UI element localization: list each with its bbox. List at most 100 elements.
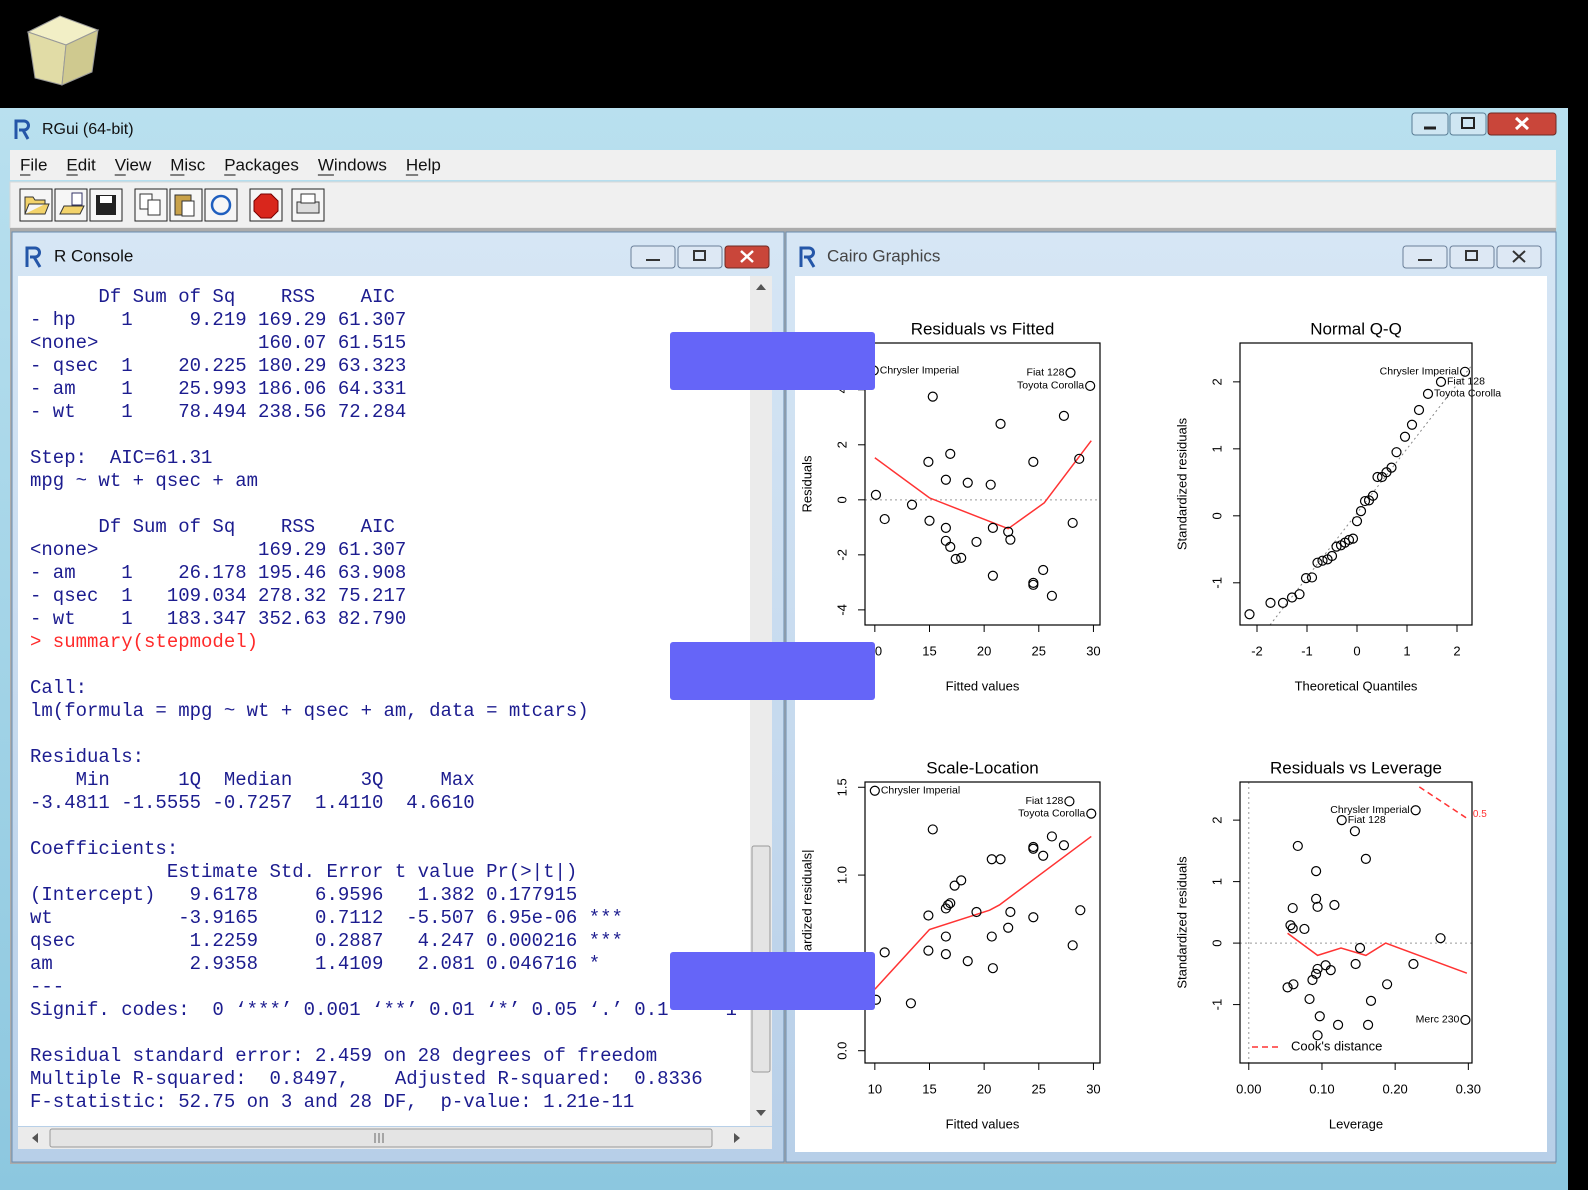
y-tick-label: 2 [1209,817,1224,824]
point [1312,901,1323,912]
legend-label: Cook's distance [1291,1038,1382,1053]
point [869,785,880,796]
point [940,474,951,485]
point [924,515,935,526]
console-line: Signif. codes: 0 ‘***’ 0.001 ‘**’ 0.01 ‘… [30,999,737,1021]
point [1435,933,1446,944]
console-line: Df Sum of Sq RSS AIC [30,286,395,308]
point [879,947,890,958]
maximize-button[interactable] [1449,112,1487,136]
console-line: qsec 1.2259 0.2887 4.247 0.000216 *** [30,930,623,952]
graphics-title: Cairo Graphics [827,246,940,265]
menu-item[interactable]: Packages [224,155,299,174]
point [987,570,998,581]
scroll-thumb[interactable] [49,1128,713,1148]
console-line: Residual standard error: 2.459 on 28 deg… [30,1045,657,1067]
point [971,536,982,548]
console-title: R Console [54,246,133,265]
cooks-label: 0.5 [1473,809,1487,820]
point-label: Fiat 128 [1447,376,1485,388]
point [986,931,997,942]
point [945,448,956,459]
refresh-button[interactable] [204,188,238,222]
console-line: Multiple R-squared: 0.8497, Adjusted R-s… [30,1068,714,1090]
y-tick-label: -1 [1209,577,1224,589]
console-line: Coefficients: [30,838,178,860]
r-logo [25,246,42,268]
point [985,479,996,490]
console-line: F-statistic: 52.75 on 3 and 28 DF, p-val… [30,1091,634,1113]
menu-bar [10,150,1556,180]
y-tick-label: 1 [1209,445,1224,452]
menu-item[interactable]: Misc [170,155,205,174]
x-tick-label: 10 [868,1081,882,1096]
console-line: - am 1 25.993 186.06 64.331 [30,378,406,400]
menu-item[interactable]: Windows [318,155,387,174]
x-axis-label: Leverage [1329,1116,1383,1131]
point [962,477,973,488]
x-tick-label: 25 [1032,643,1046,658]
point [1086,808,1097,819]
point [1005,534,1016,545]
console-line: <none> 169.29 61.307 [30,539,406,561]
point [945,541,956,552]
point [950,553,961,565]
restore-button[interactable] [1449,245,1495,269]
point [1287,902,1298,914]
x-tick-label: 15 [922,643,936,658]
point [1005,906,1016,918]
point [987,522,998,533]
console-line: - wt 1 183.347 352.63 82.790 [30,608,406,630]
x-axis-label: Fitted values [946,1116,1020,1131]
window-title: RGui (64-bit) [42,121,134,138]
point [1410,805,1421,816]
point [1329,899,1340,911]
plot: Residuals vs Fitted Fitted values Residual… [799,319,1100,693]
point [1354,942,1366,954]
console-window: R Console Df Sum of Sq RSS AIC- hp 1 9.2… [11,231,785,1163]
point [1350,958,1361,970]
plot: Residuals vs Leverage Leverage Standardize… [1174,758,1487,1131]
y-tick-label: 2 [834,441,849,448]
point-label: Fiat 128 [1027,366,1065,378]
point-label: Chrysler Imperial [881,785,960,797]
point [1312,963,1323,975]
point [1317,555,1328,566]
point [1331,541,1342,552]
point [1046,831,1058,842]
point [870,489,882,500]
plot-frame [1239,781,1473,1064]
restore-button[interactable] [677,245,723,269]
plot-title: Residuals vs Leverage [1270,758,1442,777]
x-tick-label: 0.10 [1309,1081,1334,1096]
console-line: Estimate Std. Error t value Pr(>|t|) [30,861,623,883]
console-line: -3.4811 -1.5555 -0.7257 1.4110 4.6610 [30,792,486,814]
menu-item[interactable]: File [20,155,47,174]
point [1058,410,1070,422]
minimize-button[interactable] [1402,245,1448,269]
point [1003,922,1014,933]
smooth-line [1287,932,1468,974]
point [1372,471,1383,483]
window-controls[interactable] [1411,112,1557,136]
y-axis-label: Residuals [799,455,814,513]
y-tick-label: -1 [1209,999,1224,1011]
console-line: <none> 160.07 61.515 [30,332,406,354]
minimize-button[interactable] [1411,112,1449,136]
point [940,931,951,942]
point [1347,533,1359,544]
menu-item[interactable]: Help [406,155,441,174]
minimize-button[interactable] [630,245,676,269]
point [995,854,1006,865]
point [1365,995,1377,1006]
point-label: Merc 230 [1416,1014,1460,1026]
point [971,906,982,918]
console-line: (Intercept) 9.6178 6.9596 1.382 0.177915 [30,884,623,906]
menu-item[interactable]: Edit [66,155,96,174]
point [1075,905,1086,916]
point [1391,447,1402,458]
point [1311,968,1322,979]
menu-item[interactable]: View [115,155,152,174]
point [1038,564,1049,576]
x-tick-label: 20 [977,1081,991,1096]
